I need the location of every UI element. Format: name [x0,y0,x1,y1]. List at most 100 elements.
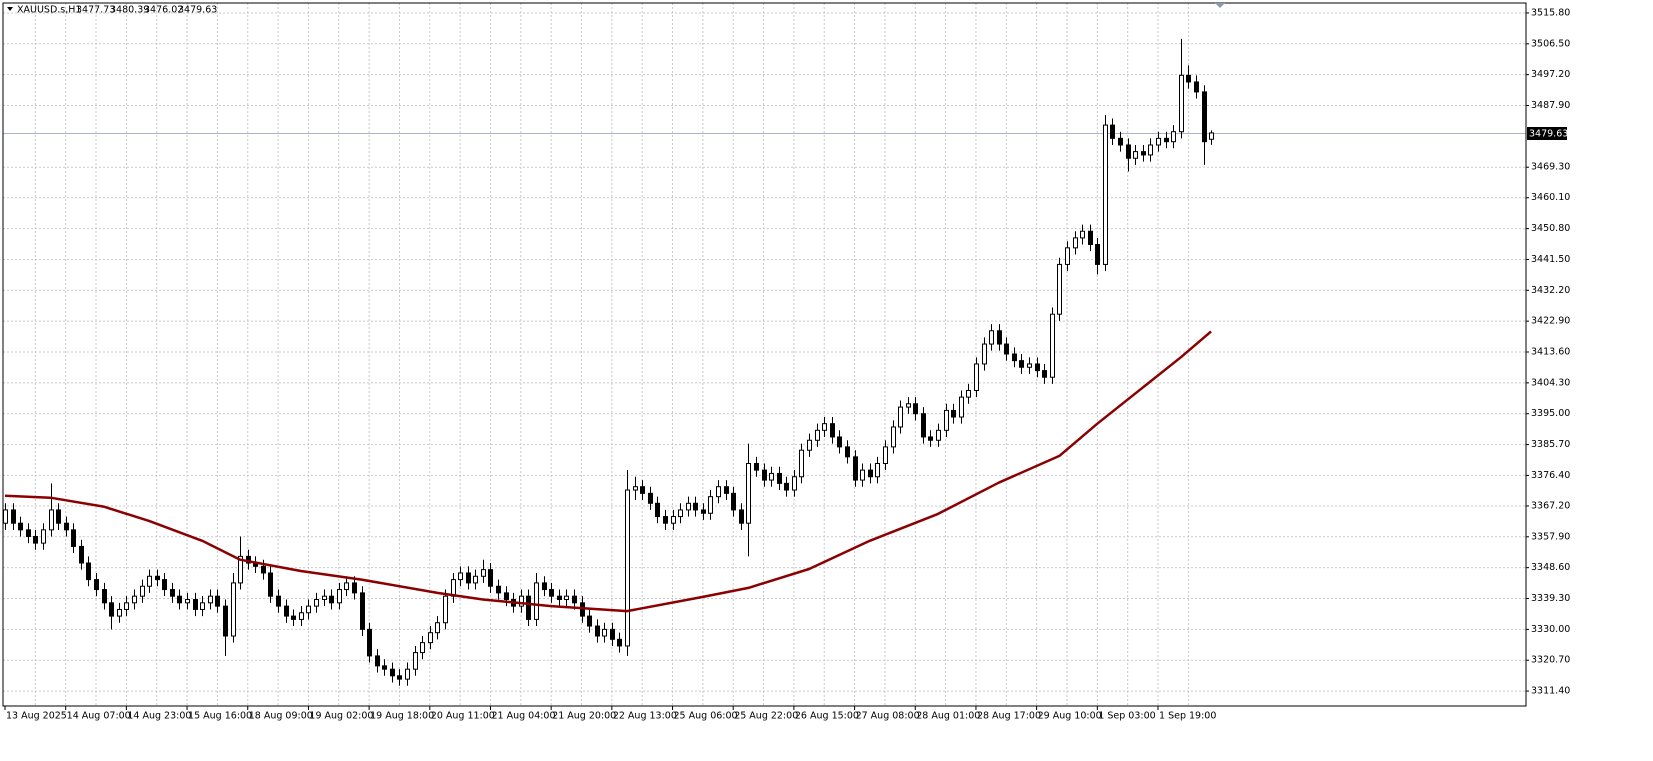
candle-body [1088,230,1093,246]
candle-body [41,529,46,544]
x-tick-label: 1 Sep 03:00 [1098,711,1155,722]
candle-body [466,572,471,584]
candle-body [754,462,759,471]
candle-body [117,608,122,617]
y-tick-label: 3432.20 [1531,285,1570,296]
candle-body [784,482,789,491]
y-tick-label: 3339.30 [1531,593,1570,604]
candle-body [762,469,767,481]
candle-body [1042,370,1047,378]
candle-body [936,429,941,441]
candle-body [716,486,721,498]
moving-average [4,330,1212,613]
x-tick-label: 14 Aug 23:00 [127,711,191,722]
candle-body [853,456,858,481]
candle-body [390,668,395,677]
candle-body [777,472,782,484]
candle-body [1110,124,1115,139]
y-tick-label: 3348.60 [1531,562,1570,573]
candle-body [124,602,129,610]
candle-body [906,403,911,408]
candle-body [109,602,114,617]
candle-body [534,582,539,620]
candle-body [231,582,236,637]
y-tick-label: 3330.00 [1531,624,1570,635]
current-price-label: 3479.63 [1529,129,1568,140]
x-tick-label: 29 Aug 10:00 [1038,711,1102,722]
candle-body [959,396,964,418]
candle-body [276,595,281,607]
y-tick-label: 3395.00 [1531,408,1570,419]
candle-body [1133,151,1138,159]
y-tick-label: 3367.20 [1531,500,1570,511]
x-tick-label: 22 Aug 13:00 [613,711,677,722]
candle-body [18,522,23,531]
x-tick-label: 25 Aug 06:00 [674,711,738,722]
candle-body [1156,137,1161,146]
candle-body [686,502,691,511]
candle-body [337,589,342,604]
candle-body [595,625,600,637]
candle-body [26,529,31,537]
candle-body [94,579,99,591]
candle-body [746,462,751,524]
candle-body [526,595,531,620]
candle-body [1164,137,1169,143]
candle-body [860,469,865,481]
candle-body [170,589,175,597]
header-open: 3477.73 [76,5,115,16]
candle-body [1186,74,1191,83]
y-tick-label: 3497.20 [1531,69,1570,80]
candle-body [951,409,956,418]
x-tick-label: 28 Aug 01:00 [916,711,980,722]
candle-body [693,502,698,511]
candle-body [1103,124,1108,265]
axes: XAUUSD.s,H1 3477.73 3480.39 3476.02 3479… [2,2,1570,722]
candle-body [71,529,76,547]
candle-body [610,628,615,640]
candle-body [140,585,145,597]
candle-body [1065,247,1070,265]
candle-body [1027,363,1032,368]
candle-body [883,446,888,464]
candle-body [724,486,729,494]
candle-body [329,595,334,604]
candle-body [966,389,971,398]
candle-body [792,476,797,491]
candle-body [268,572,273,597]
x-tick-label: 28 Aug 17:00 [977,711,1041,722]
candle-body [769,472,774,481]
candle-body [223,605,228,637]
y-tick-label: 3469.30 [1531,162,1570,173]
candle-body [443,595,448,624]
y-tick-label: 3441.50 [1531,254,1570,265]
x-tick-label: 26 Aug 15:00 [795,711,859,722]
candle-body [261,565,266,574]
candle-body [147,575,152,587]
candle-body [86,562,91,581]
candle-body [473,575,478,584]
candle-body [3,509,8,524]
x-tick-label: 18 Aug 09:00 [249,711,313,722]
candle-body [102,589,107,604]
candle-body [49,509,54,531]
candle-body [542,582,547,591]
candle-body [633,486,638,491]
candle-body [731,492,736,511]
candle-body [1179,74,1184,133]
candle-body [291,615,296,620]
candle-body [640,486,645,494]
candle-body [185,599,190,604]
header-high: 3480.39 [110,5,149,16]
candle-body [997,330,1002,345]
candle-body [708,496,713,514]
candle-body [162,579,167,591]
candle-body [837,436,842,448]
x-tick-label: 27 Aug 08:00 [856,711,920,722]
candle-body [898,406,903,428]
y-tick-label: 3460.10 [1531,192,1570,203]
candle-body [519,595,524,607]
candle-body [382,665,387,670]
